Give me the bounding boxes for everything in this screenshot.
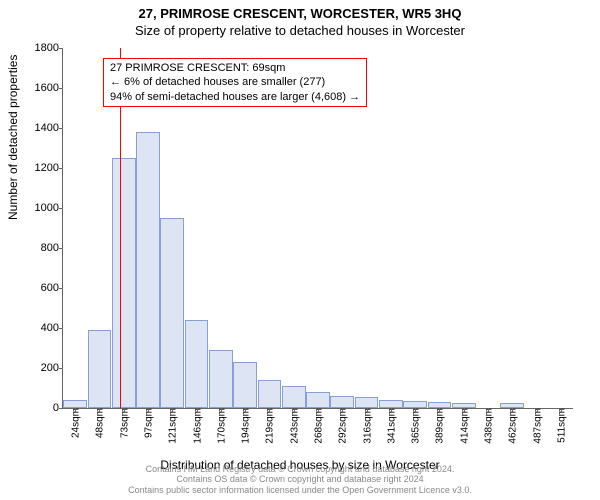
x-tick-label: 487sqm	[530, 408, 543, 444]
x-tick-mark	[269, 408, 270, 412]
x-tick-mark	[75, 408, 76, 412]
y-tick-mark	[59, 328, 63, 329]
x-tick-mark	[561, 408, 562, 412]
x-tick-label: 97sqm	[142, 408, 155, 438]
x-tick-mark	[148, 408, 149, 412]
x-tick-mark	[391, 408, 392, 412]
annotation-line: 94% of semi-detached houses are larger (…	[110, 90, 360, 104]
y-tick-mark	[59, 368, 63, 369]
y-tick-mark	[59, 88, 63, 89]
x-tick-mark	[342, 408, 343, 412]
x-tick-label: 73sqm	[117, 408, 130, 438]
histogram-bar	[355, 397, 379, 408]
x-tick-label: 462sqm	[506, 408, 519, 444]
x-tick-mark	[172, 408, 173, 412]
x-tick-label: 48sqm	[93, 408, 106, 438]
y-tick-mark	[59, 128, 63, 129]
x-tick-label: 268sqm	[312, 408, 325, 444]
x-tick-mark	[464, 408, 465, 412]
footer-line: Contains public sector information licen…	[0, 485, 600, 496]
x-tick-label: 438sqm	[482, 408, 495, 444]
chart-footer: Contains HM Land Registry data © Crown c…	[0, 464, 600, 496]
x-tick-label: 194sqm	[239, 408, 252, 444]
histogram-bar	[209, 350, 233, 408]
histogram-bar	[233, 362, 257, 408]
y-tick-mark	[59, 288, 63, 289]
x-tick-mark	[124, 408, 125, 412]
x-tick-mark	[367, 408, 368, 412]
y-tick-mark	[59, 248, 63, 249]
x-tick-label: 414sqm	[457, 408, 470, 444]
x-tick-label: 389sqm	[433, 408, 446, 444]
histogram-bar	[330, 396, 354, 408]
histogram-bar	[258, 380, 282, 408]
y-tick-mark	[59, 168, 63, 169]
x-tick-label: 511sqm	[554, 408, 567, 443]
y-axis-label: Number of detached properties	[6, 55, 20, 220]
x-tick-mark	[245, 408, 246, 412]
x-tick-label: 121sqm	[166, 408, 179, 444]
footer-line: Contains OS data © Crown copyright and d…	[0, 474, 600, 485]
annotation-line: ← 6% of detached houses are smaller (277…	[110, 75, 360, 89]
x-tick-mark	[488, 408, 489, 412]
x-tick-label: 146sqm	[190, 408, 203, 444]
x-tick-mark	[318, 408, 319, 412]
x-tick-label: 341sqm	[384, 408, 397, 444]
annotation-line: 27 PRIMROSE CRESCENT: 69sqm	[110, 61, 360, 75]
x-tick-label: 292sqm	[336, 408, 349, 444]
x-tick-label: 219sqm	[263, 408, 276, 444]
x-tick-label: 24sqm	[69, 408, 82, 438]
histogram-bar	[403, 401, 427, 408]
histogram-bar	[306, 392, 330, 408]
histogram-bar	[185, 320, 209, 408]
chart-title-address: 27, PRIMROSE CRESCENT, WORCESTER, WR5 3H…	[0, 0, 600, 21]
x-tick-mark	[99, 408, 100, 412]
footer-line: Contains HM Land Registry data © Crown c…	[0, 464, 600, 475]
histogram-bar	[282, 386, 306, 408]
histogram-bar	[379, 400, 403, 408]
x-tick-mark	[221, 408, 222, 412]
x-tick-mark	[294, 408, 295, 412]
x-tick-mark	[439, 408, 440, 412]
y-tick-mark	[59, 208, 63, 209]
x-tick-label: 243sqm	[287, 408, 300, 444]
x-tick-mark	[197, 408, 198, 412]
histogram-bar	[160, 218, 184, 408]
x-tick-mark	[415, 408, 416, 412]
y-tick-mark	[59, 48, 63, 49]
x-tick-mark	[537, 408, 538, 412]
x-tick-mark	[512, 408, 513, 412]
chart-plot-area: 02004006008001000120014001600180024sqm48…	[62, 48, 573, 409]
histogram-bar	[136, 132, 160, 408]
x-tick-label: 365sqm	[409, 408, 422, 444]
histogram-bar	[63, 400, 87, 408]
histogram-bar	[112, 158, 136, 408]
annotation-box: 27 PRIMROSE CRESCENT: 69sqm← 6% of detac…	[103, 58, 367, 107]
chart-subtitle: Size of property relative to detached ho…	[0, 21, 600, 38]
x-tick-label: 316sqm	[360, 408, 373, 444]
y-tick-mark	[59, 408, 63, 409]
x-tick-label: 170sqm	[214, 408, 227, 444]
histogram-bar	[88, 330, 112, 408]
